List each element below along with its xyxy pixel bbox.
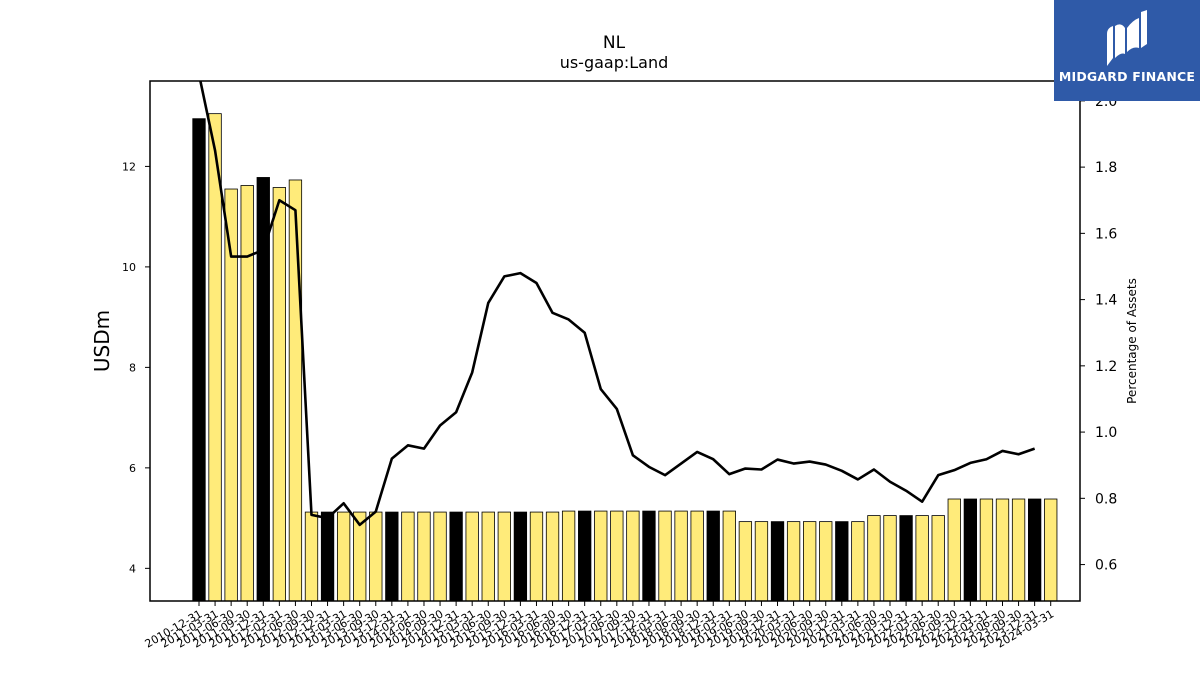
- y2-tick-label: 1.8: [1095, 160, 1117, 176]
- bar: [449, 511, 463, 602]
- bar: [803, 521, 817, 602]
- bar: [513, 511, 528, 602]
- bar: [288, 179, 303, 602]
- bar: [738, 521, 753, 602]
- bar: [385, 511, 399, 602]
- y-tick-label: 10: [122, 261, 136, 274]
- bar: [561, 510, 576, 602]
- brand-logo: MIDGARD FINANCE: [1054, 0, 1200, 101]
- bar: [336, 511, 351, 602]
- y-tick-label: 4: [129, 562, 136, 575]
- bar: [819, 521, 833, 602]
- bar: [497, 511, 511, 602]
- chart-subtitle: us-gaap:Land: [560, 53, 669, 72]
- y-axis: 4 6 8 10 12: [122, 160, 150, 575]
- plot-frame: [149, 80, 1081, 602]
- bar: [626, 510, 640, 602]
- bar: [851, 521, 865, 602]
- x-axis: 2010-12-312011-03-312011-06-302011-09-30…: [143, 601, 1056, 651]
- bar: [545, 511, 560, 602]
- bar: [835, 521, 849, 602]
- y2-axis: 0.60.81.01.21.41.61.82.0: [1080, 94, 1117, 574]
- bar: [642, 510, 656, 602]
- bar: [578, 510, 592, 602]
- y-tick-label: 6: [129, 462, 136, 475]
- bar: [481, 511, 495, 602]
- logo-mark-icon: [1107, 10, 1147, 66]
- bar: [915, 515, 929, 602]
- bar: [963, 498, 978, 602]
- bar: [192, 118, 206, 602]
- bar: [401, 511, 415, 602]
- bar: [722, 510, 736, 602]
- y2-tick-label: 0.8: [1095, 491, 1117, 507]
- bar: [754, 521, 769, 602]
- y2-tick-label: 1.4: [1095, 293, 1117, 309]
- bar: [465, 511, 479, 602]
- bar: [304, 511, 319, 602]
- bar: [433, 511, 447, 602]
- bar: [272, 187, 287, 602]
- bar: [369, 511, 383, 602]
- bar: [594, 510, 608, 602]
- bar: [674, 510, 688, 602]
- y2-tick-label: 0.6: [1095, 558, 1117, 574]
- bar: [995, 498, 1010, 602]
- bar: [867, 515, 881, 602]
- bar: [1011, 498, 1026, 602]
- y2-tick-label: 1.2: [1095, 359, 1117, 375]
- bar: [690, 510, 704, 602]
- bar: [417, 511, 431, 602]
- bar: [770, 521, 785, 602]
- percentage-line: [199, 81, 1036, 527]
- bar: [529, 511, 544, 602]
- bar: [899, 515, 913, 602]
- y-axis-label: USDm: [90, 310, 114, 372]
- logo-text: MIDGARD FINANCE: [1058, 69, 1196, 84]
- y-tick-label: 12: [122, 160, 136, 173]
- y2-axis-label: Percentage of Assets: [1125, 278, 1139, 404]
- bar: [610, 510, 624, 602]
- y-tick-label: 8: [129, 361, 136, 374]
- line-series: [199, 81, 1036, 527]
- bar: [786, 521, 801, 602]
- chart-title: NL: [603, 33, 626, 53]
- bar: [706, 510, 720, 602]
- y2-tick-label: 1.0: [1095, 425, 1117, 441]
- bar: [1027, 498, 1042, 602]
- bar: [947, 498, 961, 602]
- bar: [931, 515, 945, 602]
- bar: [240, 185, 254, 602]
- bar: [320, 511, 335, 602]
- bar: [979, 498, 994, 602]
- bar-series: [192, 113, 1058, 602]
- bar: [256, 177, 270, 602]
- bar: [658, 510, 672, 602]
- y2-tick-label: 1.6: [1095, 226, 1117, 242]
- bar: [1044, 498, 1058, 602]
- bar: [883, 515, 897, 602]
